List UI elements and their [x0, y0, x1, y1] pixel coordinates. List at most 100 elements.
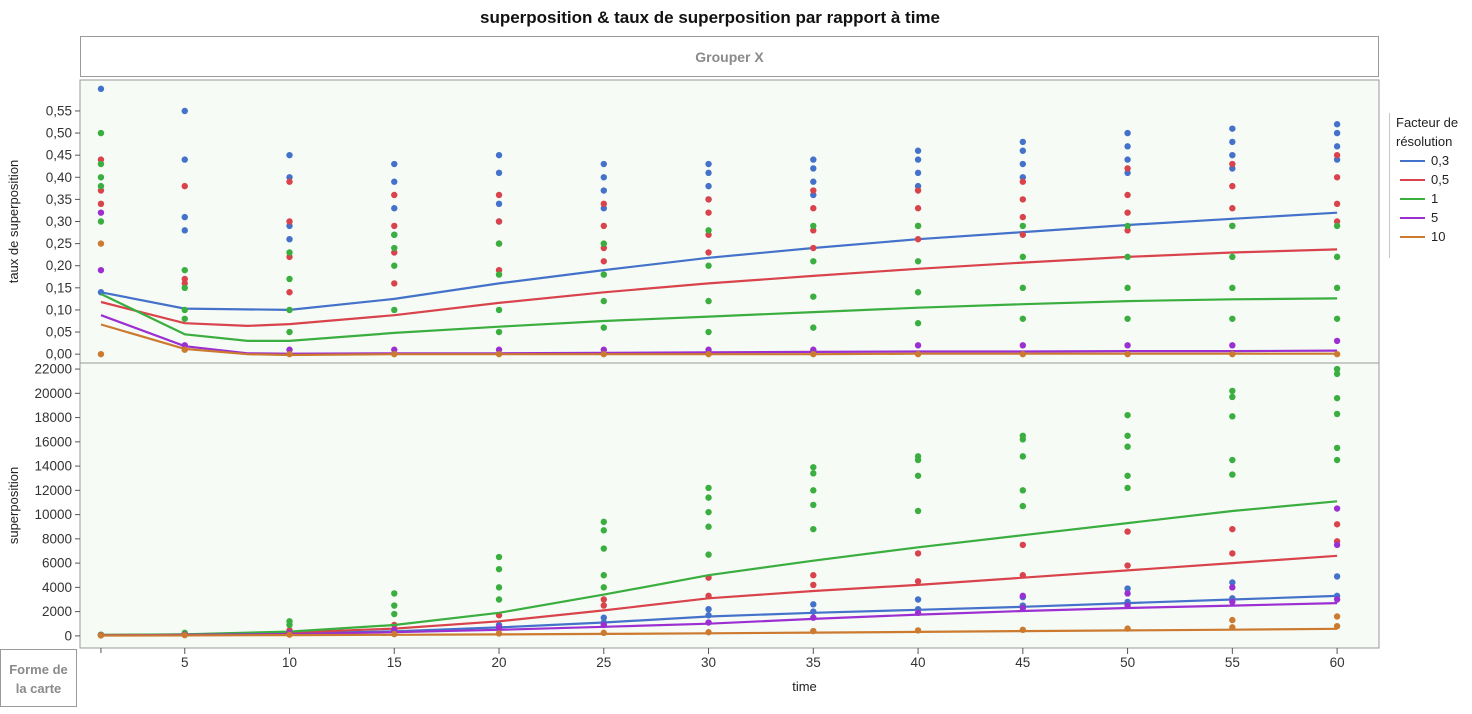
y-tick-label: 8000: [42, 531, 72, 546]
data-point: [914, 169, 922, 177]
data-point: [1229, 471, 1236, 478]
data-point: [1019, 592, 1027, 600]
data-point: [1229, 579, 1236, 586]
y-tick-label: 0,55: [46, 103, 72, 118]
data-point: [600, 602, 607, 609]
data-point: [1333, 365, 1341, 373]
y-tick-label: 0,10: [46, 302, 72, 317]
data-point: [705, 551, 712, 558]
legend-item-10[interactable]: 10: [1390, 227, 1472, 246]
data-point: [1124, 528, 1131, 535]
data-point: [286, 235, 293, 243]
data-point: [97, 209, 105, 216]
data-point: [1124, 156, 1131, 163]
y-axis-label: taux de superposition: [6, 160, 21, 284]
data-point: [391, 244, 398, 252]
data-point: [286, 249, 293, 256]
data-point: [1333, 521, 1341, 528]
legend-title: Facteur de résolution: [1396, 115, 1459, 149]
data-point: [1019, 138, 1027, 146]
data-point: [97, 129, 105, 137]
data-point: [810, 501, 817, 509]
data-point: [1333, 444, 1341, 452]
top-panel: 0,00 0,05 0,10 0,15 0,20 0,25 0,30 0,35 0,40 0,45…: [6, 79, 1380, 364]
data-point: [1124, 253, 1131, 261]
data-point: [1019, 222, 1027, 230]
data-point: [1124, 472, 1131, 479]
data-point: [286, 328, 293, 336]
y-tick-label: 10000: [34, 507, 72, 522]
data-point: [914, 320, 922, 327]
data-point: [1124, 222, 1131, 230]
legend-item-0-5[interactable]: 0,5: [1390, 170, 1472, 189]
data-point: [810, 187, 817, 194]
x-tick-label: 20: [492, 655, 507, 670]
data-point: [1124, 129, 1131, 137]
x-tick-label: 50: [1120, 655, 1135, 670]
data-point: [1229, 525, 1236, 533]
data-point: [1229, 584, 1236, 591]
y-tick-label: 0,00: [46, 347, 72, 362]
data-point: [391, 178, 398, 185]
data-point: [600, 324, 607, 331]
data-point: [181, 315, 188, 322]
data-point: [495, 306, 503, 314]
data-point: [181, 284, 188, 292]
data-point: [97, 187, 105, 194]
data-point: [705, 227, 712, 234]
y-tick-label: 20000: [34, 386, 72, 401]
y-tick-label: 0,45: [46, 148, 72, 163]
data-point: [97, 240, 105, 247]
legend: Facteur de résolution 0,3 0,5 1 5 10: [1389, 113, 1472, 258]
bottom-panel: 0 2000 4000 6000 8000 10000 12000 14000 16000 180…: [6, 362, 1380, 649]
data-point: [1229, 387, 1236, 395]
y-tick-label: 0,50: [46, 126, 72, 141]
data-point: [1019, 342, 1027, 349]
legend-item-0-3[interactable]: 0,3: [1390, 151, 1472, 170]
data-point: [810, 244, 817, 252]
data-point: [600, 240, 607, 247]
data-point: [97, 218, 105, 225]
legend-item-5[interactable]: 5: [1390, 208, 1472, 227]
legend-swatch: [1400, 236, 1425, 238]
legend-item-1[interactable]: 1: [1390, 189, 1472, 208]
data-point: [914, 472, 922, 479]
data-point: [286, 151, 293, 159]
data-point: [600, 244, 607, 252]
group-x-label: Grouper X: [695, 49, 764, 65]
data-point: [914, 289, 922, 296]
x-tick-label: 15: [387, 655, 402, 670]
data-point: [705, 231, 712, 238]
data-point: [1333, 337, 1341, 345]
series-1: [97, 129, 1341, 342]
data-point: [495, 346, 503, 353]
data-point: [600, 297, 607, 305]
data-point: [1229, 222, 1236, 230]
x-tick-label: 10: [282, 655, 297, 670]
legend-swatch: [1400, 198, 1425, 200]
fit-line: [100, 248, 1338, 328]
data-point: [97, 160, 105, 168]
x-tick-label: 55: [1225, 655, 1240, 670]
y-tick-label: 0,20: [46, 258, 72, 273]
map-shape-drop-zone[interactable]: Forme de la carte: [0, 649, 77, 707]
data-point: [1019, 178, 1027, 185]
y-tick-label: 14000: [34, 459, 72, 474]
group-x-drop-zone[interactable]: Grouper X: [80, 36, 1379, 77]
y-tick-label: 0,15: [46, 280, 72, 295]
data-point: [1019, 147, 1027, 154]
data-point: [600, 205, 607, 212]
data-point: [1229, 342, 1236, 349]
data-point: [97, 174, 105, 181]
y-tick-label: 12000: [34, 483, 72, 498]
data-point: [1124, 165, 1131, 172]
data-point: [1124, 432, 1131, 439]
data-point: [1333, 151, 1341, 159]
data-point: [1229, 456, 1236, 464]
data-point: [1229, 315, 1236, 322]
data-point: [286, 275, 293, 283]
data-point: [914, 550, 922, 557]
data-point: [705, 508, 712, 516]
data-point: [181, 280, 188, 287]
data-point: [495, 271, 503, 278]
